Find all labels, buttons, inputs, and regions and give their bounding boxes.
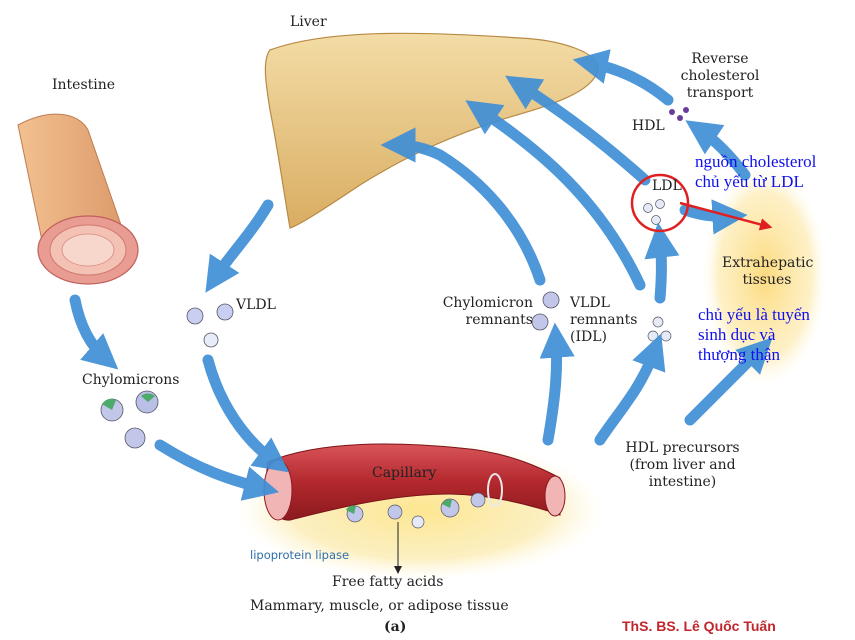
vldl-label: VLDL <box>236 297 276 313</box>
lipoprotein-lipase-label: lipoprotein lipase <box>250 548 350 562</box>
arrow-capillary-to-vldl-remnants <box>594 333 666 446</box>
arrow-capillary-to-chylomicron-remnants <box>539 322 575 446</box>
ldl-source-annotation: nguồn cholesterol chủ yếu từ LDL <box>695 152 817 191</box>
arrow-intestine-to-chylomicrons <box>69 294 119 370</box>
intestine-label: Intestine <box>52 77 116 93</box>
arrow-chylo-remnants-to-liver <box>380 127 546 286</box>
vldl-remnants-label: VLDL remnants (IDL) <box>570 295 638 345</box>
ldl-label: LDL <box>652 178 682 194</box>
figure-letter: (a) <box>384 619 407 635</box>
gonads-annotation: chủ yếu là tuyến sinh dục và thượng thận <box>698 305 810 364</box>
arrow-chylomicrons-to-capillary <box>154 439 280 501</box>
arrow-vldl-remnants-to-ldl <box>644 222 680 304</box>
arrow-ldl-to-liver <box>505 75 651 186</box>
arrow-hdl-precursors-to-extrahepatic <box>684 337 773 426</box>
author-credit: ThS. BS. Lê Quốc Tuấn <box>622 618 776 634</box>
capillary-vessel <box>263 443 566 521</box>
capillary-label: Capillary <box>372 465 437 481</box>
liver-shape <box>264 32 599 229</box>
arrow-liver-to-vldl <box>205 199 274 293</box>
chylomicrons-label: Chylomicrons <box>82 372 180 388</box>
free-fatty-acids-label: Free fatty acids <box>332 574 444 590</box>
particles <box>100 107 689 529</box>
chylomicron-remnants-label: Chylomicron remnants <box>442 295 533 328</box>
liver-label: Liver <box>290 14 327 30</box>
extrahepatic-label: Extrahepatic tissues <box>722 255 814 288</box>
tissue-caption: Mammary, muscle, or adipose tissue <box>250 598 509 614</box>
arrow-hdl-to-liver <box>572 49 674 106</box>
hdl-precursors-label: HDL precursors (from liver and intestine… <box>625 440 740 490</box>
arrow-vldl-remnants-to-liver <box>465 100 646 291</box>
arrow-vldl-to-capillary <box>202 354 290 473</box>
reverse-transport-label: Reverse cholesterol transport <box>680 51 760 101</box>
intestine-illustration <box>17 113 139 285</box>
ldl-highlight-circle <box>630 173 690 233</box>
hdl-label: HDL <box>632 118 665 134</box>
arrow-extrahepatic-to-hdl <box>685 120 751 181</box>
ldl-red-arrow <box>679 201 773 231</box>
flow-arrows <box>69 49 773 501</box>
